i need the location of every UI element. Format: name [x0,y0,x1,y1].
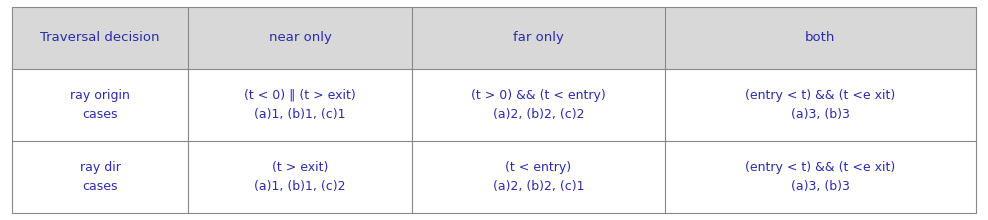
Text: ray origin
cases: ray origin cases [70,89,130,121]
Bar [412,141,665,213]
Text: (t > 0) && (t < entry)
(a)2, (b)2, (c)2: (t > 0) && (t < entry) (a)2, (b)2, (c)2 [471,89,606,121]
Text: Traversal decision: Traversal decision [41,31,160,44]
Text: ray dir
cases: ray dir cases [80,161,121,193]
Bar [665,69,976,141]
Bar [412,7,665,69]
Bar [665,7,976,69]
Bar [189,7,412,69]
Text: far only: far only [513,31,564,44]
Text: (entry < t) && (t <e xit)
(a)3, (b)3: (entry < t) && (t <e xit) (a)3, (b)3 [745,89,895,121]
Bar [189,141,412,213]
Text: (t < 0) ‖ (t > exit)
(a)1, (b)1, (c)1: (t < 0) ‖ (t > exit) (a)1, (b)1, (c)1 [244,89,356,121]
Bar [665,141,976,213]
Bar [189,69,412,141]
Text: both: both [805,31,836,44]
Bar [12,141,189,213]
Text: (t > exit)
(a)1, (b)1, (c)2: (t > exit) (a)1, (b)1, (c)2 [255,161,346,193]
Bar [412,69,665,141]
Bar [12,7,189,69]
Bar [12,69,189,141]
Text: (entry < t) && (t <e xit)
(a)3, (b)3: (entry < t) && (t <e xit) (a)3, (b)3 [745,161,895,193]
Text: near only: near only [269,31,332,44]
Text: (t < entry)
(a)2, (b)2, (c)1: (t < entry) (a)2, (b)2, (c)1 [493,161,584,193]
